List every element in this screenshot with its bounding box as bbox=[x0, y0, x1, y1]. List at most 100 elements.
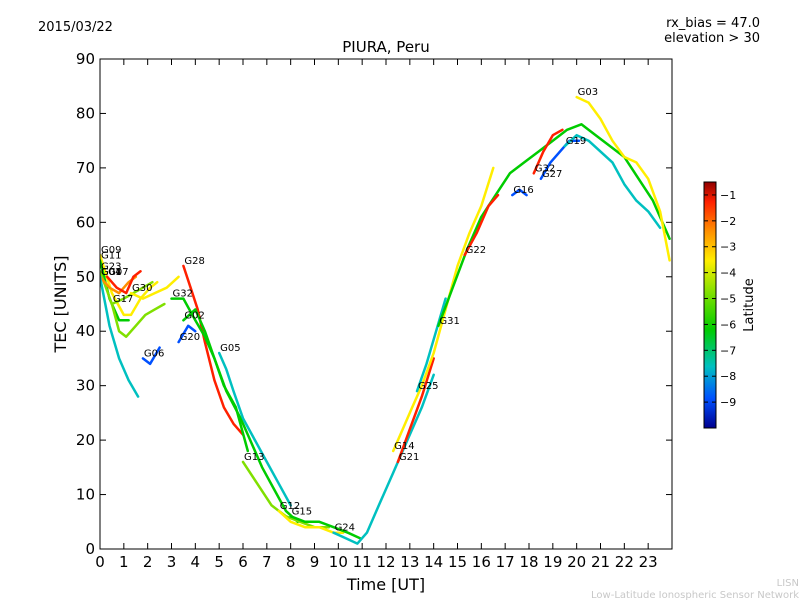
series-label-g32: G32 bbox=[173, 289, 193, 300]
series-label-g27: G27 bbox=[542, 169, 562, 180]
series-layer bbox=[100, 95, 671, 545]
series-label-g23: G23 bbox=[101, 261, 121, 272]
series-line-g32 bbox=[532, 128, 564, 175]
series-line-g05 bbox=[217, 351, 292, 507]
series-label-g17: G17 bbox=[113, 294, 133, 305]
colorbar-tick-label: −9 bbox=[720, 396, 736, 409]
series-label-g28: G28 bbox=[184, 256, 204, 267]
series-line-g03 bbox=[575, 95, 671, 262]
x-tick-label: 1 bbox=[119, 553, 129, 571]
series-label-g06: G06 bbox=[144, 348, 164, 359]
x-tick-label: 13 bbox=[400, 553, 419, 571]
axis-ticks: 0 1 2 3 4 5 6 7 8 9 10 11 12 13 14 15 16 17 18 19 20 21 22 2301… bbox=[76, 50, 672, 571]
series-line-g19 bbox=[563, 133, 662, 230]
x-tick-label: 12 bbox=[376, 553, 395, 571]
series-label-g05: G05 bbox=[220, 343, 240, 354]
x-tick-label: 14 bbox=[424, 553, 443, 571]
series-label-g09: G09 bbox=[101, 245, 121, 256]
chart-title: PIURA, Peru bbox=[342, 38, 429, 56]
series-label-g24: G24 bbox=[335, 523, 355, 534]
colorbar-label: Latitude bbox=[742, 278, 757, 332]
colorbar-tick-label: −5 bbox=[720, 293, 736, 306]
bias-label: rx_bias = 47.0 bbox=[666, 16, 760, 31]
x-tick-label: 17 bbox=[496, 553, 515, 571]
series-line-g16 bbox=[511, 188, 528, 197]
series-line-g17 bbox=[110, 302, 166, 338]
y-tick-label: 20 bbox=[76, 431, 95, 449]
x-tick-label: 16 bbox=[472, 553, 491, 571]
colorbar-tick-label: −6 bbox=[720, 318, 736, 331]
colorbar-tick-label: −8 bbox=[720, 370, 736, 383]
y-tick-label: 90 bbox=[76, 50, 95, 68]
x-tick-label: 3 bbox=[167, 553, 177, 571]
footer-short: LISN bbox=[777, 578, 799, 589]
x-tick-label: 0 bbox=[95, 553, 105, 571]
series-line-g09 bbox=[100, 253, 159, 317]
y-tick-label: 30 bbox=[76, 377, 95, 395]
series-line-g01 bbox=[100, 275, 140, 398]
x-tick-label: 22 bbox=[615, 553, 634, 571]
y-tick-label: 80 bbox=[76, 104, 95, 122]
colorbar-tick-label: −7 bbox=[720, 344, 736, 357]
series-label-g07: G07 bbox=[108, 267, 128, 278]
x-tick-label: 15 bbox=[448, 553, 467, 571]
series-label-g25: G25 bbox=[418, 381, 438, 392]
series-line-g15 bbox=[289, 515, 362, 540]
series-line-g06 bbox=[141, 346, 161, 366]
x-tick-label: 4 bbox=[191, 553, 201, 571]
x-tick-label: 18 bbox=[519, 553, 538, 571]
series-line-g23 bbox=[100, 270, 154, 306]
series-label-g12: G12 bbox=[280, 501, 300, 512]
y-tick-label: 60 bbox=[76, 213, 95, 231]
series-line-g20 bbox=[177, 324, 197, 344]
y-tick-label: 70 bbox=[76, 159, 95, 177]
series-line-g07 bbox=[105, 270, 142, 295]
footer-long: Low-Latitude Ionospheric Sensor Network bbox=[591, 590, 799, 600]
series-line-g25 bbox=[415, 297, 447, 393]
plot-frame bbox=[99, 58, 673, 550]
x-tick-label: 5 bbox=[214, 553, 224, 571]
series-line-g14 bbox=[391, 166, 495, 453]
series-label-g19: G19 bbox=[566, 136, 586, 147]
series-label-g14: G14 bbox=[394, 441, 414, 452]
x-tick-label: 23 bbox=[639, 553, 658, 571]
series-label-g02: G02 bbox=[184, 310, 204, 321]
series-label-g32: G32 bbox=[535, 163, 555, 174]
x-tick-label: 6 bbox=[238, 553, 248, 571]
series-line-g24 bbox=[332, 373, 435, 545]
colorbar bbox=[703, 181, 717, 429]
x-tick-label: 2 bbox=[143, 553, 153, 571]
series-line-g31 bbox=[437, 123, 671, 328]
x-tick-label: 7 bbox=[262, 553, 272, 571]
series-label-g20: G20 bbox=[180, 332, 200, 343]
x-tick-label: 21 bbox=[591, 553, 610, 571]
x-tick-label: 19 bbox=[543, 553, 562, 571]
x-tick-label: 10 bbox=[329, 553, 348, 571]
series-label-g04: G04 bbox=[101, 267, 121, 278]
elevation-label: elevation > 30 bbox=[664, 31, 760, 46]
series-label-g31: G31 bbox=[439, 316, 459, 327]
series-line-g02 bbox=[182, 308, 300, 524]
y-tick-label: 10 bbox=[76, 486, 95, 504]
series-label-g16: G16 bbox=[513, 185, 533, 196]
series-line-g28 bbox=[182, 264, 245, 436]
x-tick-label: 20 bbox=[567, 553, 586, 571]
series-label-g03: G03 bbox=[578, 87, 598, 98]
y-tick-label: 0 bbox=[85, 540, 95, 558]
series-label-g01: G01 bbox=[101, 267, 121, 278]
y-tick-label: 40 bbox=[76, 322, 95, 340]
series-line-g30 bbox=[129, 275, 180, 300]
series-label-g11: G11 bbox=[101, 250, 121, 261]
x-tick-label: 8 bbox=[286, 553, 296, 571]
x-tick-label: 11 bbox=[353, 553, 372, 571]
colorbar-tick-label: −2 bbox=[720, 215, 736, 228]
colorbar-ticks: −1 −2 −3 −4 −5 −6 −7 −8 −9 bbox=[704, 189, 736, 409]
series-label-g15: G15 bbox=[292, 506, 312, 517]
date-label: 2015/03/22 bbox=[38, 20, 113, 35]
x-tick-label: 9 bbox=[310, 553, 320, 571]
colorbar-tick-label: −1 bbox=[720, 189, 736, 202]
series-label-g22: G22 bbox=[466, 245, 486, 256]
series-line-g21 bbox=[396, 357, 435, 464]
